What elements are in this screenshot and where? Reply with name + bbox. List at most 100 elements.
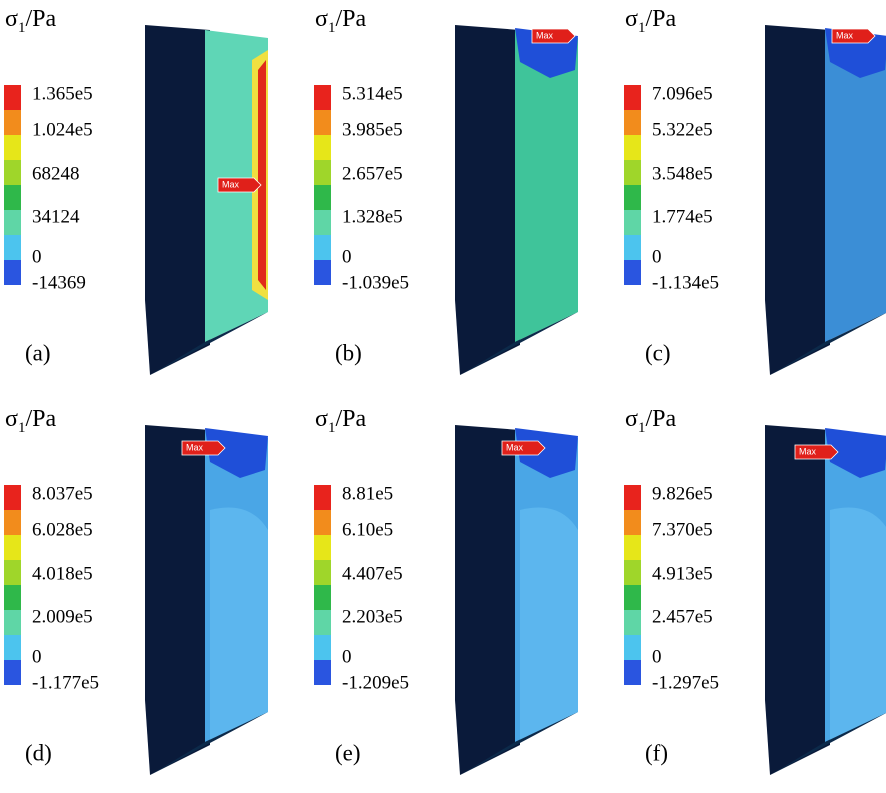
prism-bottom	[150, 312, 268, 375]
legend-swatch	[4, 610, 21, 635]
unit: /Pa	[25, 406, 56, 432]
legend-swatch	[4, 85, 21, 110]
max-tag	[217, 177, 262, 193]
legend-swatch	[314, 160, 331, 185]
legend-swatch	[624, 535, 641, 560]
legend-swatch	[314, 510, 331, 535]
stress-strip	[258, 60, 266, 290]
legend-label: 3.985e5	[342, 119, 403, 140]
legend-swatch	[624, 210, 641, 235]
panel: Max σ1/Pa 5.314e5 3.985e5 2.657e5 1.328e5 0 -1.…	[314, 6, 578, 375]
subscript: 1	[328, 420, 336, 436]
legend-swatch	[624, 560, 641, 585]
panel-label: (b)	[335, 340, 362, 365]
legend-label: 0	[652, 246, 662, 267]
prism-bottom	[460, 312, 578, 375]
panel: Max σ1/Pa 8.81e5 6.10e5 4.407e5 2.203e5 0 -1.20…	[314, 406, 578, 775]
legend-label: 2.203e5	[342, 606, 403, 627]
legend-swatch	[624, 485, 641, 510]
legend-label: -1.134e5	[652, 272, 719, 293]
legend-title: σ1/Pa	[5, 406, 56, 436]
legend-swatch	[4, 510, 21, 535]
legend-swatch	[314, 635, 331, 660]
contour	[210, 507, 268, 740]
symbol: σ	[315, 6, 328, 32]
legend-swatch	[624, 260, 641, 285]
panel-label: (e)	[335, 740, 361, 765]
legend-swatch	[4, 485, 21, 510]
prism-dark-face	[145, 25, 210, 375]
symbol: σ	[315, 406, 328, 432]
legend-label: 2.657e5	[342, 163, 403, 184]
legend-swatch	[314, 660, 331, 685]
max-label: Max	[506, 442, 524, 452]
subscript: 1	[18, 20, 26, 36]
legend-swatch	[4, 585, 21, 610]
legend-label: 0	[342, 646, 352, 667]
legend-label: 68248	[32, 163, 80, 184]
legend-label: -1.297e5	[652, 672, 719, 693]
prism-bottom	[770, 712, 886, 775]
legend-label: 1.774e5	[652, 206, 713, 227]
top-region	[515, 428, 578, 478]
legend-label: 2.009e5	[32, 606, 93, 627]
prism-dark-face	[455, 425, 520, 775]
legend-swatch	[624, 110, 641, 135]
legend-label: 6.028e5	[32, 519, 93, 540]
symbol: σ	[625, 406, 638, 432]
legend-swatch	[4, 110, 21, 135]
panel-label: (f)	[645, 740, 668, 765]
panel: Max σ1/Pa 9.826e5 7.370e5 4.913e5 2.457e5 0 -1.…	[624, 406, 886, 775]
unit: /Pa	[645, 6, 676, 32]
legend-label: 0	[652, 646, 662, 667]
panel-label: (d)	[25, 740, 52, 765]
legend-swatch	[314, 485, 331, 510]
max-tag	[501, 440, 546, 456]
legend-label: 7.370e5	[652, 519, 713, 540]
legend-swatch	[624, 160, 641, 185]
contour	[830, 507, 886, 740]
max-label: Max	[186, 442, 204, 452]
legend-swatch	[314, 235, 331, 260]
legend-swatch	[314, 135, 331, 160]
legend-swatch	[314, 560, 331, 585]
legend-title: σ1/Pa	[315, 406, 366, 436]
prism-dark-face	[455, 25, 520, 375]
unit: /Pa	[335, 6, 366, 32]
legend-label: -1.209e5	[342, 672, 409, 693]
max-tag	[181, 440, 226, 456]
max-tag	[794, 444, 839, 460]
legend-label: 7.096e5	[652, 83, 713, 104]
max-tag	[831, 28, 876, 44]
legend-swatch	[624, 610, 641, 635]
subscript: 1	[328, 20, 336, 36]
legend-label: 5.322e5	[652, 119, 713, 140]
max-label: Max	[799, 446, 817, 456]
prism-front-face	[825, 30, 886, 342]
legend-label: 0	[32, 646, 42, 667]
legend-swatch	[314, 535, 331, 560]
prism-dark-face	[765, 425, 830, 775]
legend-swatch	[4, 260, 21, 285]
legend-swatch	[314, 610, 331, 635]
legend-title: σ1/Pa	[315, 6, 366, 36]
max-label: Max	[222, 179, 240, 189]
legend-label: -14369	[32, 272, 86, 293]
prism-front-face	[515, 30, 578, 342]
legend-swatch	[624, 510, 641, 535]
contour	[520, 507, 578, 740]
legend-swatch	[4, 210, 21, 235]
subscript: 1	[638, 20, 646, 36]
legend-swatch	[4, 160, 21, 185]
legend-swatch	[4, 185, 21, 210]
panel-label: (a)	[25, 340, 51, 365]
legend-label: 6.10e5	[342, 519, 393, 540]
subscript: 1	[638, 420, 646, 436]
symbol: σ	[5, 406, 18, 432]
legend-swatch	[624, 135, 641, 160]
legend-swatch	[314, 185, 331, 210]
panel-label: (c)	[645, 340, 671, 365]
legend-label: 4.407e5	[342, 563, 403, 584]
max-tag	[531, 28, 576, 44]
